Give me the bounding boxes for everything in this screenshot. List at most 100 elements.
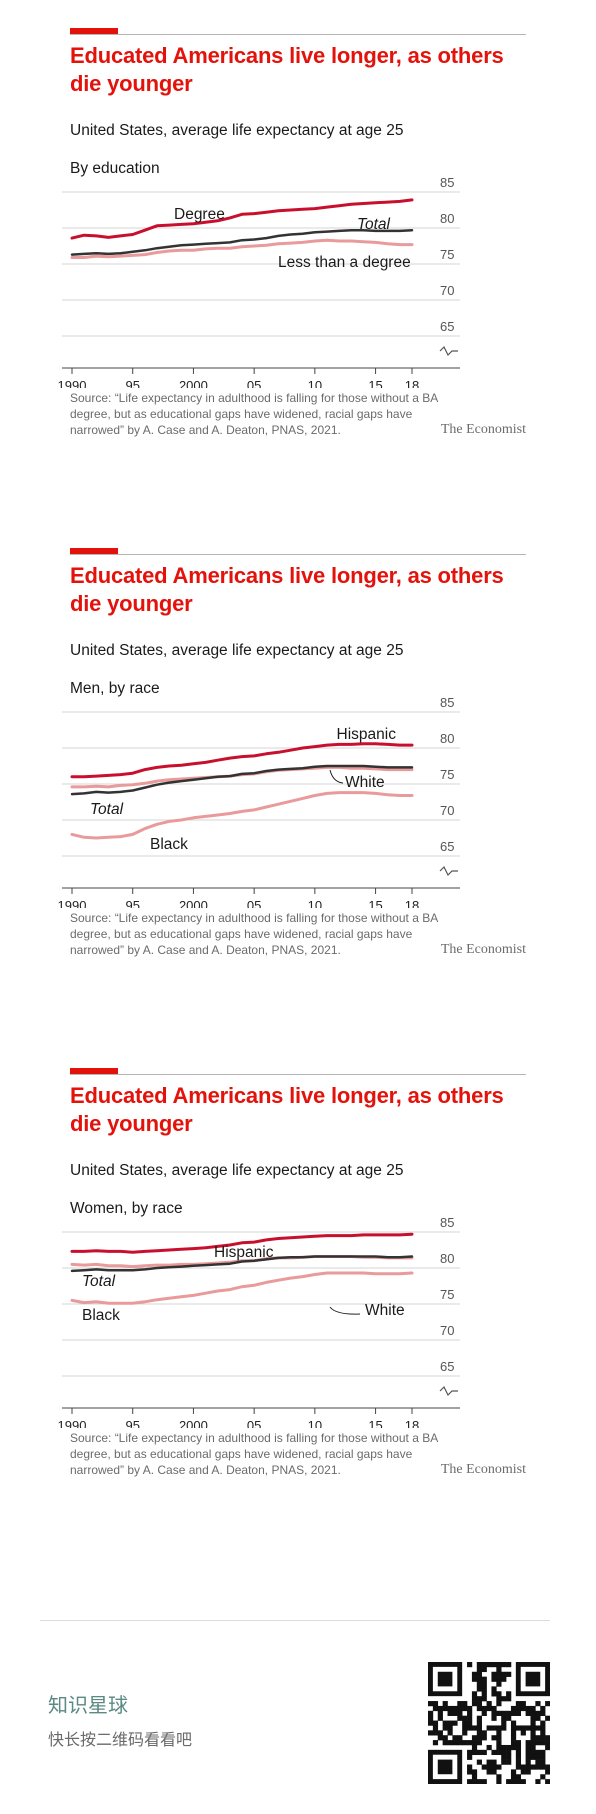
qr-module — [491, 1769, 497, 1775]
brand-label: The Economist — [440, 1462, 526, 1477]
x-tick-label: 95 — [125, 898, 139, 908]
qr-code[interactable] — [428, 1662, 550, 1784]
qr-module — [467, 1662, 473, 1668]
qr-module — [447, 1740, 453, 1746]
group-label: Men, by race — [70, 680, 160, 697]
qr-module — [442, 1735, 448, 1741]
qr-module — [545, 1735, 550, 1741]
qr-module — [535, 1735, 541, 1741]
qr-module — [432, 1701, 439, 1707]
qr-module — [486, 1725, 492, 1731]
qr-module — [506, 1691, 512, 1697]
qr-module — [501, 1676, 507, 1682]
leader-line — [329, 1306, 361, 1315]
chart-panel-men: Educated Americans live longer, as other… — [0, 548, 596, 1048]
series-line-black — [70, 791, 414, 840]
qr-module — [515, 1740, 522, 1746]
qr-module — [442, 1705, 448, 1712]
qr-module — [476, 1715, 482, 1721]
qr-module — [462, 1705, 468, 1712]
x-tick-label: 95 — [125, 378, 139, 388]
qr-module — [501, 1759, 507, 1765]
x-tick-label: 18 — [405, 898, 419, 908]
series-label: Total — [82, 1273, 116, 1290]
qr-module — [471, 1691, 478, 1697]
qr-module — [471, 1671, 478, 1677]
qr-module — [476, 1705, 482, 1712]
qr-module — [476, 1740, 482, 1746]
qr-module — [530, 1705, 536, 1712]
qr-module — [535, 1759, 541, 1765]
qr-module — [496, 1774, 502, 1780]
y-tick-label: 80 — [440, 211, 454, 226]
qr-module — [481, 1686, 487, 1692]
chart-subtitle: United States, average life expectancy a… — [70, 1162, 404, 1179]
line-chart: 65 70 75 80 85 1990 95 2000 05 10 15 18 Degree Total L… — [58, 178, 460, 388]
qr-module — [428, 1710, 434, 1716]
qr-module — [506, 1662, 512, 1668]
qr-module — [452, 1705, 458, 1712]
qr-module — [481, 1710, 487, 1716]
qr-module — [496, 1740, 502, 1746]
qr-module — [510, 1779, 517, 1784]
qr-module — [432, 1730, 439, 1736]
qr-module — [515, 1705, 522, 1712]
qr-module — [501, 1671, 507, 1677]
qr-module — [447, 1710, 453, 1716]
qr-module — [510, 1774, 517, 1780]
series-label: Hispanic — [214, 1244, 274, 1261]
qr-module — [510, 1744, 517, 1751]
qr-module — [496, 1691, 502, 1697]
qr-module — [496, 1676, 502, 1682]
qr-module — [501, 1662, 507, 1668]
qr-module — [471, 1725, 478, 1731]
qr-module — [496, 1662, 502, 1668]
qr-module — [520, 1769, 526, 1775]
qr-module — [457, 1705, 463, 1712]
qr-module — [525, 1759, 531, 1765]
x-tick-label: 1990 — [58, 1418, 87, 1428]
x-tick-label: 2000 — [179, 378, 208, 388]
qr-module — [462, 1720, 468, 1726]
qr-module — [486, 1705, 492, 1712]
y-tick-label: 65 — [440, 1359, 454, 1374]
qr-module — [462, 1740, 468, 1746]
qr-module — [462, 1730, 468, 1736]
qr-module — [510, 1720, 517, 1726]
x-tick-label: 18 — [405, 378, 419, 388]
y-tick-label: 80 — [440, 1251, 454, 1266]
qr-module — [530, 1740, 536, 1746]
qr-module — [481, 1676, 487, 1682]
chart-panel-education: Educated Americans live longer, as other… — [0, 28, 596, 528]
qr-module — [506, 1671, 512, 1677]
qr-module — [486, 1759, 492, 1765]
qr-module — [540, 1705, 546, 1712]
qr-module — [491, 1710, 497, 1716]
x-tick-label: 95 — [125, 1418, 139, 1428]
x-tick-label: 1990 — [58, 378, 87, 388]
x-tick-label: 05 — [247, 378, 261, 388]
qr-module — [467, 1754, 473, 1760]
qr-module — [501, 1696, 507, 1702]
qr-module — [467, 1715, 473, 1721]
group-label: Women, by race — [70, 1200, 183, 1217]
y-tick-label: 75 — [440, 247, 454, 262]
qr-module — [515, 1701, 522, 1707]
qr-module — [462, 1701, 468, 1707]
qr-module — [530, 1725, 536, 1731]
qr-module — [530, 1749, 536, 1756]
qr-module — [506, 1779, 512, 1784]
y-tick-label: 70 — [440, 283, 454, 298]
qr-module — [447, 1705, 453, 1712]
promo-title: 知识星球 — [48, 1693, 128, 1717]
qr-module — [520, 1764, 526, 1770]
series-label: White — [345, 774, 385, 791]
qr-module — [530, 1710, 536, 1716]
qr-module — [476, 1720, 482, 1726]
qr-module — [467, 1779, 473, 1784]
qr-module — [491, 1764, 497, 1770]
qr-module — [535, 1749, 541, 1756]
qr-module — [540, 1740, 546, 1746]
line-chart: 65 70 75 80 85 1990 95 2000 05 10 15 18 Hispanic Whit… — [58, 1218, 460, 1428]
chart-title: Educated Americans live longer, as other… — [70, 43, 504, 96]
